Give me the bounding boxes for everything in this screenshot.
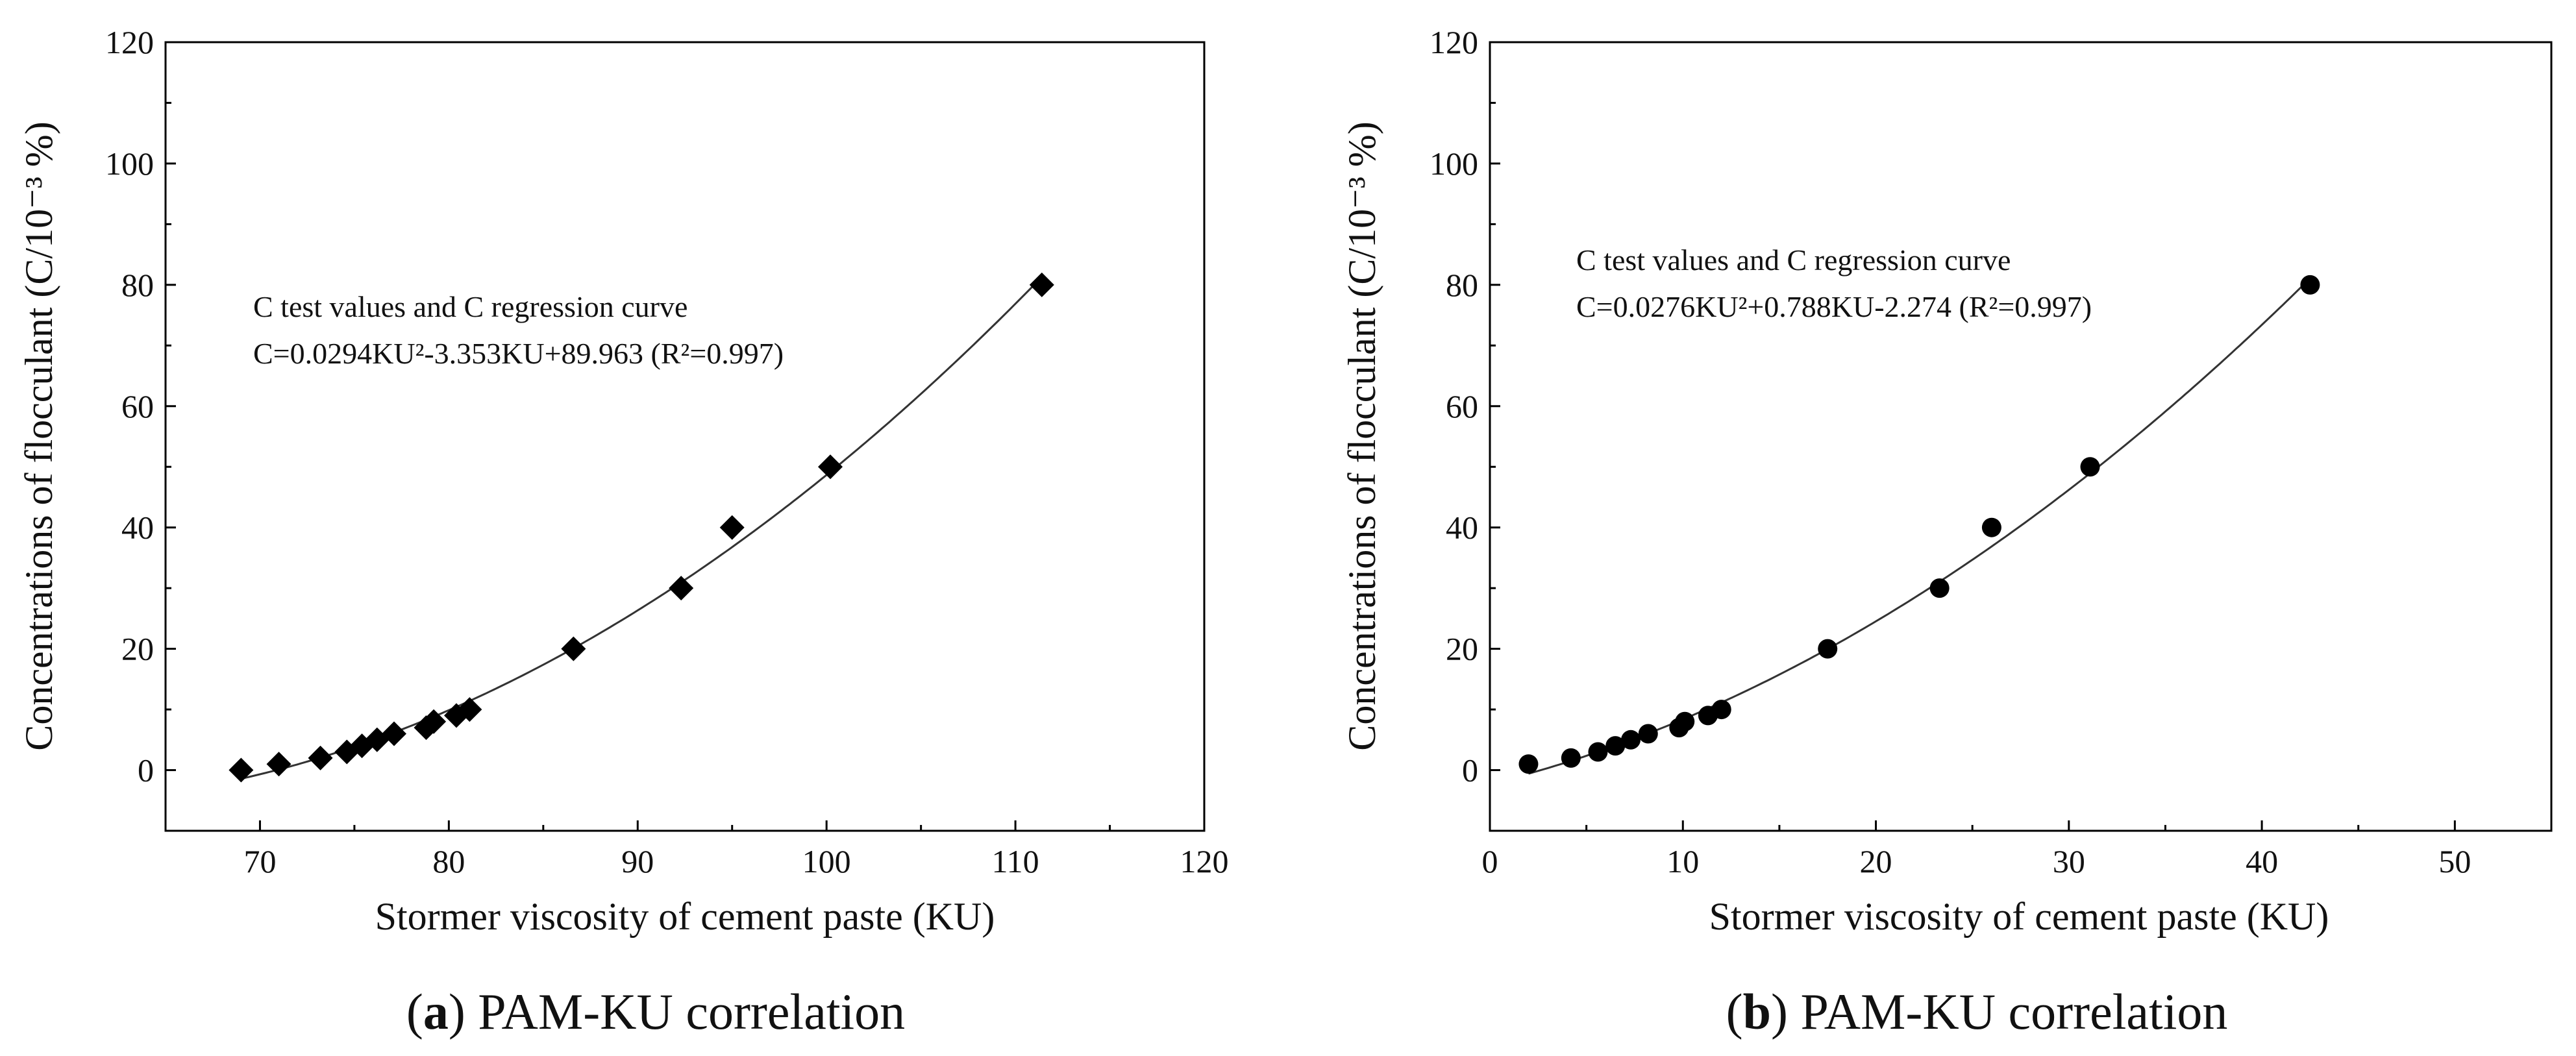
y-tick-label: 20	[121, 631, 154, 667]
data-point	[1588, 742, 1608, 762]
x-axis-a: 70 80 90 100 110 120	[243, 820, 1229, 879]
x-axis-title-a: Stormer viscosity of cement paste (KU)	[375, 895, 995, 938]
x-tick-label: 10	[1666, 843, 1699, 879]
data-point	[1621, 730, 1641, 750]
data-point	[1518, 754, 1539, 774]
data-point	[421, 709, 447, 734]
data-point	[308, 745, 333, 770]
x-tick-label: 90	[621, 843, 654, 879]
x-tick-label: 120	[1180, 843, 1229, 879]
caption-text-b: PAM-KU correlation	[1801, 983, 2228, 1040]
caption-text-a: PAM-KU correlation	[478, 983, 905, 1040]
x-tick-label: 0	[1482, 843, 1498, 879]
x-tick-label: 30	[2053, 843, 2085, 879]
y-axis-a: 0 20 40 60 80 100 120	[105, 24, 176, 832]
y-axis-b: 0 20 40 60 80 100 120	[1430, 24, 1500, 832]
data-point	[1981, 517, 2001, 537]
y-tick-label: 80	[121, 267, 154, 303]
legend-text-a: C test values and C regression curve	[253, 290, 687, 323]
data-point	[2080, 457, 2100, 477]
data-point	[382, 721, 406, 746]
data-point	[669, 576, 694, 601]
equation-text-a: C=0.0294KU²-3.353KU+89.963 (R²=0.997)	[253, 337, 784, 370]
plot-frame-a	[164, 41, 1206, 832]
chart-panel-b: 0 20 40 60 80 100 120 0 10 20 30 40 50 C test value…	[1341, 24, 2553, 1040]
x-tick-label: 70	[243, 843, 276, 879]
x-axis-title-b: Stormer viscosity of cement paste (KU)	[1709, 895, 2329, 938]
caption-letter-b: b	[1743, 983, 1771, 1040]
data-point	[1605, 736, 1626, 756]
data-point	[1711, 700, 1731, 720]
y-tick-label: 100	[105, 145, 154, 182]
y-tick-label: 120	[1430, 24, 1478, 60]
x-tick-label: 100	[802, 843, 851, 879]
y-tick-label: 40	[1446, 510, 1478, 546]
data-point	[561, 636, 586, 661]
y-tick-label: 80	[1446, 267, 1478, 303]
data-points-a	[229, 272, 1054, 783]
data-point	[1929, 578, 1950, 598]
data-point	[1818, 639, 1838, 659]
y-tick-label: 20	[1446, 631, 1478, 667]
legend-text-b: C test values and C regression curve	[1576, 243, 2011, 276]
data-point	[1561, 748, 1581, 768]
data-point	[1638, 724, 1658, 744]
x-tick-label: 110	[992, 843, 1039, 879]
chart-panel-a: 0 20 40 60 80 100 120 70 80 90 100 110 120 C test v…	[18, 24, 1229, 1040]
x-tick-label: 50	[2438, 843, 2471, 879]
plot-frame-b	[1489, 41, 2553, 832]
y-axis-title-a: Concentrations of flocculant (C/10⁻³ %)	[18, 121, 60, 750]
y-tick-label: 100	[1430, 145, 1478, 182]
caption-letter-a: a	[423, 983, 449, 1040]
data-point	[719, 515, 745, 540]
x-tick-label: 80	[432, 843, 465, 879]
y-tick-label: 40	[121, 510, 154, 546]
data-point	[266, 752, 291, 777]
regression-curve-b	[1528, 277, 2311, 775]
data-point	[457, 697, 482, 722]
caption-b: (b) PAM-KU correlation	[1726, 983, 2228, 1040]
data-point	[1029, 272, 1054, 297]
y-tick-label: 60	[121, 388, 154, 424]
data-points-b	[1518, 275, 2320, 774]
y-tick-label: 0	[138, 752, 154, 789]
x-tick-label: 20	[1860, 843, 1892, 879]
x-tick-label: 40	[2246, 843, 2278, 879]
y-tick-label: 120	[105, 24, 154, 60]
data-point	[1675, 711, 1695, 731]
y-tick-label: 60	[1446, 388, 1478, 424]
data-point	[2300, 275, 2320, 295]
x-axis-b: 0 10 20 30 40 50	[1482, 820, 2471, 879]
caption-a: (a) PAM-KU correlation	[406, 983, 905, 1040]
data-point	[229, 757, 254, 783]
data-point	[818, 454, 843, 480]
y-axis-title-b: Concentrations of flocculant (C/10⁻³ %)	[1341, 121, 1383, 750]
equation-text-b: C=0.0276KU²+0.788KU-2.274 (R²=0.997)	[1576, 290, 2092, 323]
y-tick-label: 0	[1462, 752, 1478, 789]
